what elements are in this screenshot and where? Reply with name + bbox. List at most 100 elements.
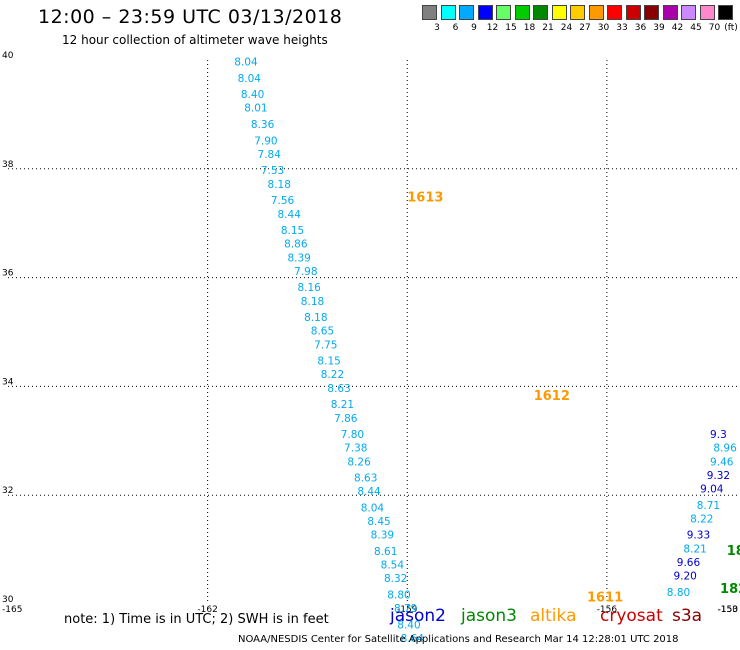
legend-label: 3 [434, 23, 440, 33]
data-point-label: 7.38 [344, 443, 367, 455]
data-point-label: 9.46 [710, 456, 734, 468]
legend-label: 21 [542, 23, 554, 33]
data-point-label: 8.18 [268, 179, 291, 191]
data-point-label: 8.16 [297, 282, 321, 294]
legend-swatch [644, 5, 659, 20]
legend-label: 27 [579, 23, 591, 33]
data-point-label: 9.20 [673, 571, 696, 583]
legend-swatch [477, 5, 493, 20]
sat-altika-label: altika [530, 606, 577, 626]
legend-label: 39 [653, 23, 665, 33]
data-point-label: 8.61 [374, 546, 397, 558]
legend-label: 30 [597, 23, 610, 33]
data-point-label: 9.04 [700, 483, 724, 495]
y-tick-label: 40 [2, 51, 14, 61]
data-point-label: 8.96 [713, 443, 737, 455]
data-point-label: 8.63 [327, 383, 350, 395]
data-point-label: 8.44 [357, 486, 381, 498]
data-point-label: 7.86 [334, 413, 358, 425]
data-point-label: 8.86 [284, 239, 308, 251]
legend-swatch [459, 5, 474, 20]
data-point-label: 7.84 [258, 149, 282, 161]
data-point-label: 8.80 [387, 590, 410, 602]
data-point-label: 8.22 [321, 369, 344, 381]
pass-number-label: 1613 [407, 190, 443, 205]
pass-number-label: 1612 [534, 389, 570, 404]
data-point-label: 8.40 [397, 619, 420, 631]
data-point-label: 8.15 [317, 356, 340, 368]
pass-number-label: 1611 [587, 590, 623, 605]
data-point-label: 8.40 [241, 89, 264, 101]
legend-swatch [496, 5, 511, 20]
legend-label: 12 [486, 23, 499, 33]
sat-cryosat-label: cryosat [600, 606, 663, 626]
legend-label: 9 [471, 23, 477, 33]
data-point-label: 7.90 [254, 135, 277, 147]
y-tick-label: 32 [2, 486, 13, 496]
data-point-label: 8.63 [354, 473, 377, 485]
legend-label: 70 [708, 23, 721, 33]
data-point-label: 8.15 [281, 225, 304, 237]
data-point-label: 8.04 [361, 503, 385, 515]
legend-label: 36 [634, 23, 647, 33]
data-point-label: 8.64 [401, 633, 425, 645]
data-point-label: 8.22 [690, 513, 713, 525]
data-point-label: 8.04 [234, 56, 258, 68]
footer-credit: NOAA/NESDIS Center for Satellite Applica… [238, 634, 679, 645]
chart-title: 12:00 – 23:59 UTC 03/13/2018 [38, 6, 343, 28]
data-point-label: 8.39 [371, 530, 394, 542]
chart-subtitle: 12 hour collection of altimeter wave hei… [62, 33, 328, 47]
data-point-label: 8.26 [347, 456, 371, 468]
data-point-label: 9.32 [707, 470, 730, 482]
footer-note: note: 1) Time is in UTC; 2) SWH is in fe… [64, 612, 329, 627]
legend-swatch [588, 5, 604, 20]
data-point-label: 8.65 [311, 326, 334, 338]
sat-jason3-label: jason3 [461, 606, 517, 626]
pass-number-label: 18 [727, 544, 740, 559]
color-legend: 3 6 9 12 15 18 21 24 27 30 33 36 39 42 45 70 (ft) [422, 5, 738, 37]
legend-label: 15 [505, 23, 517, 33]
legend-swatch [625, 5, 641, 20]
pass-number-label: 1828 [720, 582, 740, 597]
data-point-label: 8.54 [381, 560, 405, 572]
data-point-label: 7.80 [341, 429, 364, 441]
legend-swatch [718, 5, 733, 20]
y-tick-label: 38 [2, 160, 14, 170]
data-point-label: 8.80 [667, 587, 690, 599]
data-point-label: 7.53 [261, 165, 284, 177]
data-point-label: 8.45 [367, 516, 390, 528]
data-point-label: 9.33 [687, 530, 710, 542]
data-point-label: 7.98 [294, 266, 317, 278]
data-point-label: 8.39 [287, 252, 310, 264]
x-tick-label: -165 [2, 605, 22, 615]
data-point-label: 9.3 [710, 429, 727, 441]
x-tick-label: -156 [597, 605, 618, 615]
data-point-label: 8.44 [278, 209, 302, 221]
legend-label: 45 [690, 23, 702, 33]
data-point-label: 8.71 [697, 500, 720, 512]
legend-swatch [662, 5, 678, 20]
x-tick-label: -162 [197, 605, 217, 615]
legend-swatch [440, 5, 456, 20]
legend-swatch [681, 5, 696, 20]
data-point-label: 8.36 [251, 119, 275, 131]
legend-swatch [699, 5, 715, 20]
sat-s3a-label: s3a [672, 606, 703, 626]
y-tick-label: 36 [2, 269, 14, 279]
data-point-label: 8.79 [394, 603, 417, 615]
data-point-label: 7.75 [314, 339, 337, 351]
legend-label: 6 [452, 23, 459, 33]
data-point-label: 8.01 [244, 103, 267, 115]
data-point-label: 8.21 [331, 399, 354, 411]
legend-unit: (ft) [724, 23, 738, 33]
legend-swatch [551, 5, 567, 20]
legend-label: 18 [523, 23, 536, 33]
legend-swatch [570, 5, 585, 20]
y-tick-label: 34 [2, 377, 14, 387]
data-point-label: 8.18 [301, 296, 324, 308]
legend-label: 33 [616, 23, 628, 33]
data-point-label: 8.18 [304, 312, 327, 324]
legend-swatch [533, 5, 548, 20]
legend-label: 24 [560, 23, 573, 33]
